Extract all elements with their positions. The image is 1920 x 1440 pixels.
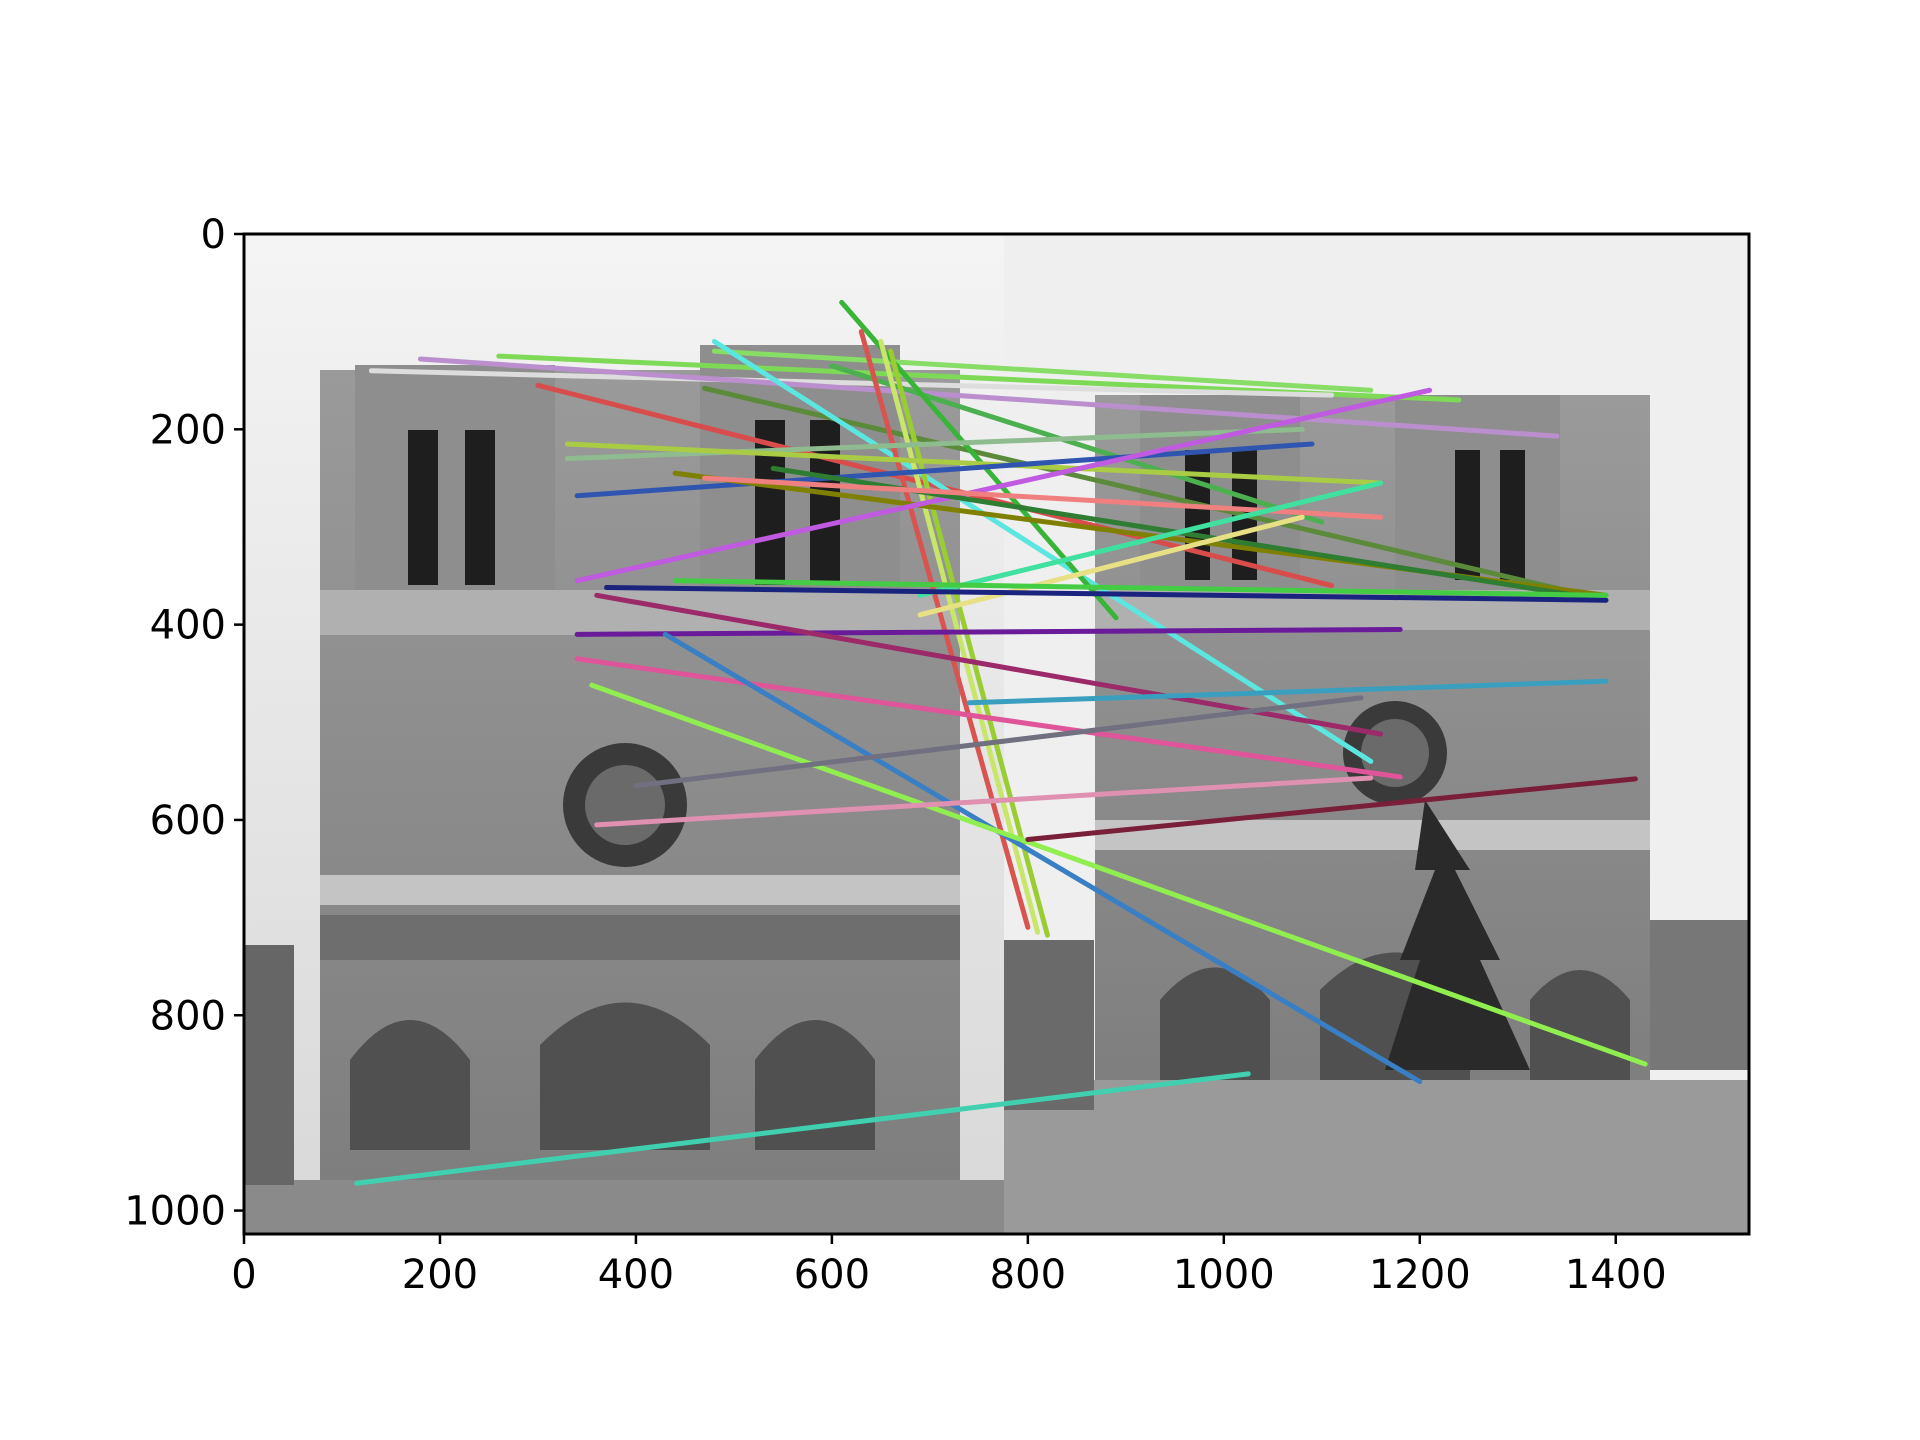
x-tick-label: 1200 <box>1369 1252 1471 1298</box>
match-line-28 <box>589 682 1648 1067</box>
match-line-10 <box>858 329 1031 930</box>
match-line-4 <box>417 356 1560 439</box>
match-line-33 <box>354 1071 1251 1186</box>
match-line-14 <box>564 441 1384 486</box>
background-photo <box>244 234 1749 1234</box>
match-line-32 <box>633 695 1364 789</box>
y-tick-label: 600 <box>150 798 226 844</box>
x-tick-label: 800 <box>990 1252 1066 1298</box>
x-tick-label: 200 <box>402 1252 478 1298</box>
match-line-27 <box>662 631 1423 1085</box>
match-line-5 <box>535 382 1335 589</box>
y-axis: 0 200 400 600 800 1000 <box>124 212 244 1235</box>
match-line-7 <box>829 363 1325 525</box>
match-line-17 <box>574 387 1433 584</box>
match-line-30 <box>1025 776 1638 842</box>
match-line-31 <box>594 775 1374 828</box>
y-tick-label: 1000 <box>124 1189 226 1235</box>
axes: 0 200 400 600 800 1000 1200 1400 0 200 400 600 800 1… <box>124 212 1751 1298</box>
match-line-2 <box>711 348 1374 393</box>
y-tick-label: 200 <box>150 407 226 453</box>
x-tick-label: 600 <box>794 1252 870 1298</box>
match-lines <box>354 299 1648 1186</box>
y-tick-label: 400 <box>150 603 226 649</box>
x-tick-label: 400 <box>598 1252 674 1298</box>
x-tick-label: 1400 <box>1565 1252 1667 1298</box>
match-line-23 <box>672 578 1609 598</box>
match-line-20 <box>917 514 1305 618</box>
match-line-3 <box>368 368 1335 398</box>
match-line-24 <box>574 627 1403 637</box>
match-line-26 <box>574 656 1403 780</box>
y-tick-label: 800 <box>150 993 226 1039</box>
x-tick-label: 1000 <box>1173 1252 1275 1298</box>
left-photo-facade <box>244 345 1004 1234</box>
match-line-29 <box>966 678 1609 706</box>
plot-frame <box>242 232 1751 1236</box>
match-line-21 <box>917 480 1384 598</box>
match-line-6 <box>702 385 1589 598</box>
x-tick-label: 0 <box>231 1252 256 1298</box>
x-axis: 0 200 400 600 800 1000 1200 1400 <box>231 1234 1667 1298</box>
match-line-13 <box>564 426 1305 462</box>
match-line-22 <box>604 585 1609 603</box>
y-tick-label: 0 <box>201 212 226 258</box>
match-line-15 <box>574 441 1315 499</box>
match-line-9 <box>839 299 1119 621</box>
